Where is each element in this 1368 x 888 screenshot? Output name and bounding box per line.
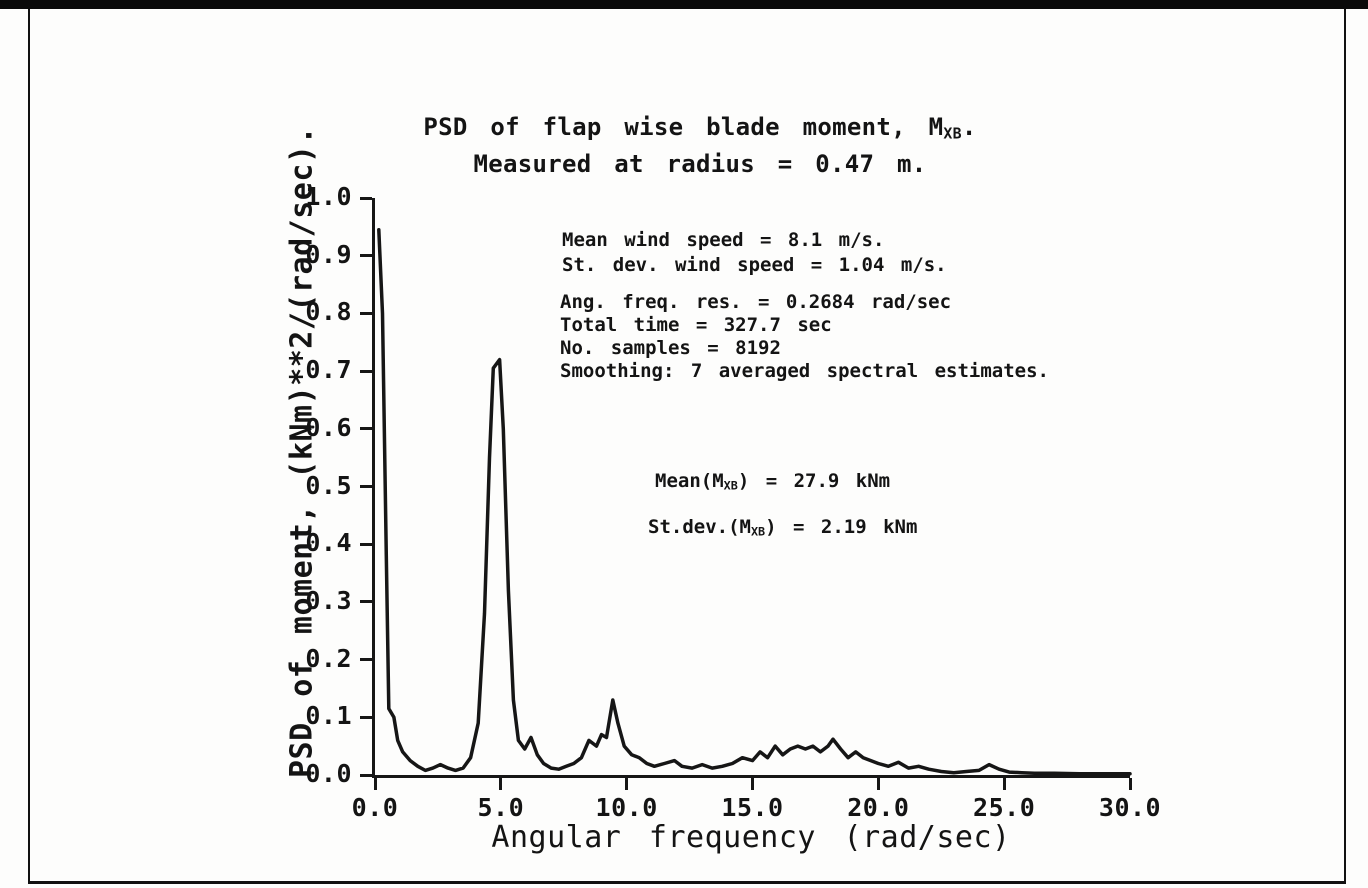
x-axis-tick-label: 5.0 [477, 793, 525, 822]
x-axis-tick-label: 15.0 [721, 793, 784, 822]
y-axis-tick [360, 369, 372, 373]
annotation-stdev-wind-speed: St. dev. wind speed = 1.04 m/s. [562, 254, 947, 276]
annotation-mean-moment-subscript: XB [723, 478, 738, 493]
x-axis-tick [876, 778, 880, 790]
y-axis-tick [360, 485, 372, 488]
y-axis-tick-label: 1.0 [305, 182, 352, 211]
annotation-num-samples: No. samples = 8192 [560, 337, 781, 359]
y-axis-tick-label: 0.3 [305, 585, 352, 615]
x-axis-tick-label: 0.0 [351, 793, 399, 822]
y-axis-tick-label: 0.5 [305, 470, 352, 500]
y-axis-tick [360, 427, 372, 431]
y-axis-tick [360, 715, 372, 719]
annotation-total-time: Total time = 327.7 sec [560, 314, 832, 336]
chart-title-line1: PSD of flap wise blade moment, MXB. [340, 112, 1060, 149]
y-axis-tick-label: 0.6 [305, 412, 352, 442]
x-axis-tick [373, 778, 377, 790]
annotation-mean-moment: Mean(MXB) = 27.9 kNm [655, 470, 890, 493]
annotation-stats: Ang. freq. res. = 0.2684 rad/sec Total t… [560, 291, 1049, 383]
annotation-stdev-moment-subscript: XB [750, 524, 766, 539]
chart-title-subscript: XB [943, 124, 962, 143]
annotation-smoothing: Smoothing: 7 averaged spectral estimates… [560, 360, 1049, 382]
x-axis-tick [1002, 778, 1006, 790]
y-axis-tick [360, 542, 372, 546]
x-axis-tick-label: 10.0 [595, 793, 658, 822]
x-axis-tick-label: 30.0 [1098, 793, 1162, 822]
chart-title-line2: Measured at radius = 0.47 m. [473, 150, 927, 179]
annotation-stdev-moment: St.dev.(MXB) = 2.19 kNm [648, 516, 917, 539]
y-axis-tick-label: 0.9 [305, 239, 352, 269]
annotation-freq-resolution: Ang. freq. res. = 0.2684 rad/sec [560, 291, 952, 313]
y-axis-tick [360, 196, 372, 200]
y-axis-tick-label: 0.8 [305, 297, 352, 327]
psd-curve [377, 227, 1132, 776]
y-axis-tick-label: 0.4 [305, 528, 352, 558]
chart-title-text: PSD of flap wise blade moment, M [423, 113, 944, 141]
annotation-mean-wind-speed: Mean wind speed = 8.1 m/s. [562, 229, 885, 251]
y-axis-tick-label: 0.0 [305, 759, 352, 788]
psd-line-path [377, 227, 1132, 776]
x-axis-title: Angular frequency (rad/sec) [491, 820, 1011, 855]
y-axis-tick [360, 658, 372, 662]
y-axis-title: PSD of moment, (kNm)**2/(rad/sec). [284, 125, 320, 779]
chart-title-period: . [961, 113, 977, 141]
y-axis-tick [360, 600, 372, 604]
x-axis-tick [1128, 778, 1132, 790]
x-axis-tick-label: 25.0 [973, 793, 1036, 822]
y-axis-tick-label: 0.7 [305, 355, 352, 385]
plot-area [372, 198, 1132, 778]
figure-frame [28, 9, 1346, 884]
y-axis-tick [360, 254, 372, 258]
annotation-mean-moment-pre: Mean(M [655, 470, 724, 492]
y-axis-tick-label: 0.2 [305, 643, 352, 673]
annotation-wind: Mean wind speed = 8.1 m/s. St. dev. wind… [562, 228, 947, 278]
annotation-stdev-moment-pre: St.dev.(M [648, 516, 751, 538]
x-axis-tick-label: 20.0 [847, 793, 910, 822]
y-axis-tick [360, 311, 372, 315]
chart-title: PSD of flap wise blade moment, MXB. Meas… [340, 112, 1060, 180]
x-axis-tick [625, 778, 629, 790]
annotation-mean-moment-value: ) = 27.9 kNm [737, 470, 891, 492]
scan-top-edge [0, 0, 1368, 9]
annotation-stdev-moment-value: ) = 2.19 kNm [765, 516, 918, 538]
x-axis-tick [751, 778, 754, 790]
x-axis-tick [499, 778, 503, 790]
y-axis-tick-label: 0.1 [305, 701, 352, 731]
y-axis-tick [360, 773, 372, 777]
